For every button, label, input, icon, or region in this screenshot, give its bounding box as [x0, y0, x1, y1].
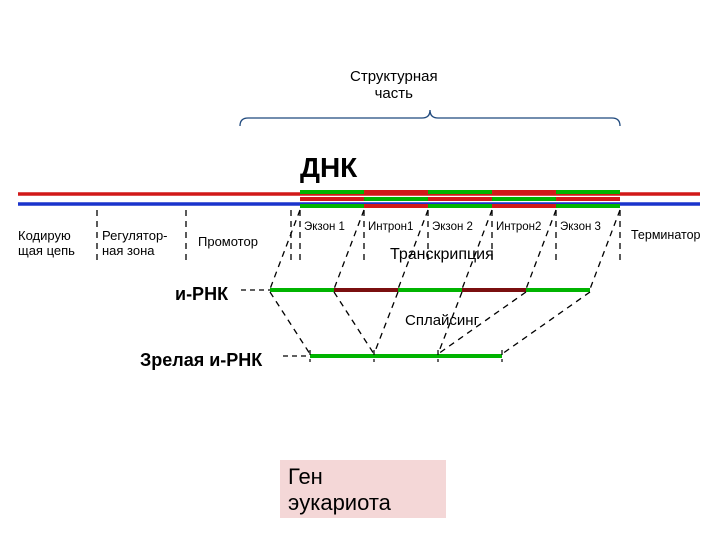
segment-label-exon2: Экзон 2 [432, 221, 473, 233]
segment-label-exon3: Экзон 3 [560, 221, 601, 233]
segment-label-intron1: Интрон1 [368, 221, 413, 233]
terminator-label: Терминатор [631, 228, 700, 242]
transcription-label: Транскрипция [390, 246, 494, 264]
mature-mrna-label: Зрелая и-РНК [140, 350, 262, 371]
segment-label-intron2: Интрон2 [496, 221, 541, 233]
segment-label-exon1: Экзон 1 [304, 221, 345, 233]
dna-title: ДНК [300, 152, 357, 184]
upstream-label-1: Регулятор- ная зона [102, 228, 168, 258]
structural-label: Структурная часть [350, 68, 438, 102]
splicing-label: Сплайсинг [405, 312, 479, 329]
pre-mrna-label: и-РНК [175, 284, 228, 305]
structural-brace [240, 110, 620, 126]
upstream-label-0: Кодирую щая цепь [18, 228, 75, 258]
upstream-label-2: Промотор [198, 234, 258, 249]
caption: Ген эукариота [280, 460, 446, 518]
